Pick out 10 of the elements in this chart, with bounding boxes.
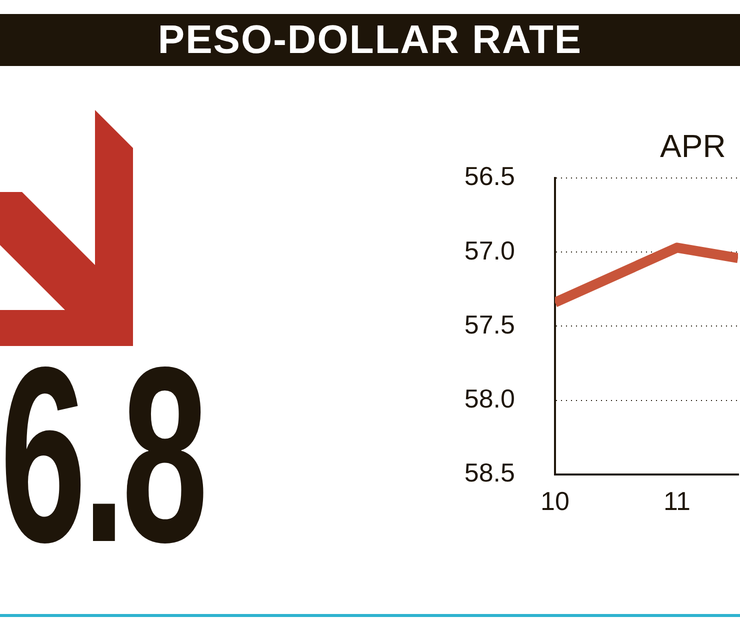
y-tick-label: 56.5 — [464, 161, 515, 192]
x-tick-label: 10 — [540, 486, 570, 516]
y-tick-label: 57.5 — [464, 309, 515, 340]
y-tick-label: 58.5 — [464, 458, 515, 488]
x-tick-label: 11 — [664, 486, 690, 516]
y-tick-label: 57.0 — [464, 235, 515, 266]
text: APR — [660, 128, 726, 165]
text: 6.8 — [0, 315, 204, 594]
y-tick-label: 58.0 — [464, 383, 515, 414]
chart-title: PESO-DOLLAR RATE — [0, 14, 740, 66]
